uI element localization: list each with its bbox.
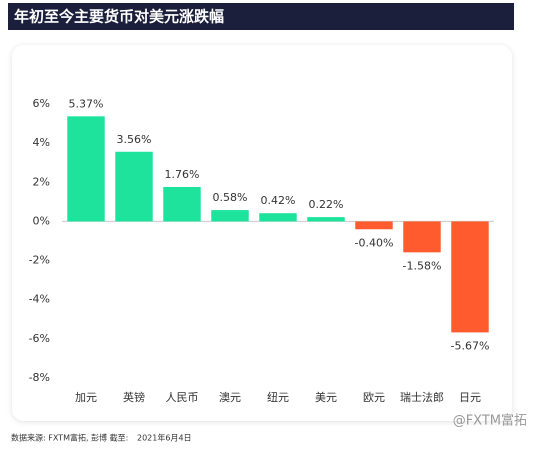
value-label: 1.76%: [165, 168, 200, 181]
bar: [403, 221, 441, 253]
value-label: 0.42%: [261, 194, 296, 207]
x-tick-label: 人民币: [166, 391, 199, 404]
x-tick-label: 瑞士法郎: [400, 390, 444, 404]
y-tick-label: 0%: [33, 214, 50, 227]
y-tick-label: -6%: [29, 332, 50, 345]
title-bar: [8, 3, 514, 30]
chart-title: 年初至今主要货币对美元涨跌幅: [14, 8, 224, 26]
watermark: @FXTM富拓: [453, 413, 527, 429]
bar: [115, 151, 153, 222]
value-label: 5.37%: [69, 97, 104, 110]
bar: [355, 221, 393, 230]
date: 2021年6月4日: [137, 433, 192, 443]
x-tick-label: 美元: [315, 391, 337, 404]
x-tick-label: 澳元: [219, 391, 241, 404]
x-tick-label: 纽元: [267, 390, 289, 404]
y-tick-label: -2%: [29, 254, 50, 267]
value-label: 3.56%: [117, 133, 152, 146]
x-tick-label: 加元: [75, 391, 97, 404]
value-label: -1.58%: [403, 259, 442, 272]
bar: [307, 217, 345, 222]
x-tick-label: 欧元: [363, 391, 385, 404]
value-label: -0.40%: [355, 236, 394, 249]
y-tick-label: 6%: [33, 97, 50, 110]
bar: [211, 210, 249, 222]
bar: [451, 221, 489, 333]
bar: [67, 116, 105, 222]
y-tick-label: 4%: [33, 136, 50, 149]
y-tick-label: -8%: [29, 371, 50, 384]
bar: [259, 213, 297, 222]
y-tick-label: 2%: [33, 175, 50, 188]
card: [12, 45, 512, 421]
value-label: -5.67%: [451, 339, 490, 352]
bar: [163, 186, 201, 222]
source: 数据来源: FXTM富拓, 彭博 截至:: [11, 433, 128, 443]
y-tick-label: -4%: [29, 293, 50, 306]
x-tick-label: 日元: [459, 391, 481, 404]
value-label: 0.22%: [309, 198, 344, 211]
value-label: 0.58%: [213, 191, 248, 204]
x-tick-label: 英镑: [123, 390, 145, 404]
